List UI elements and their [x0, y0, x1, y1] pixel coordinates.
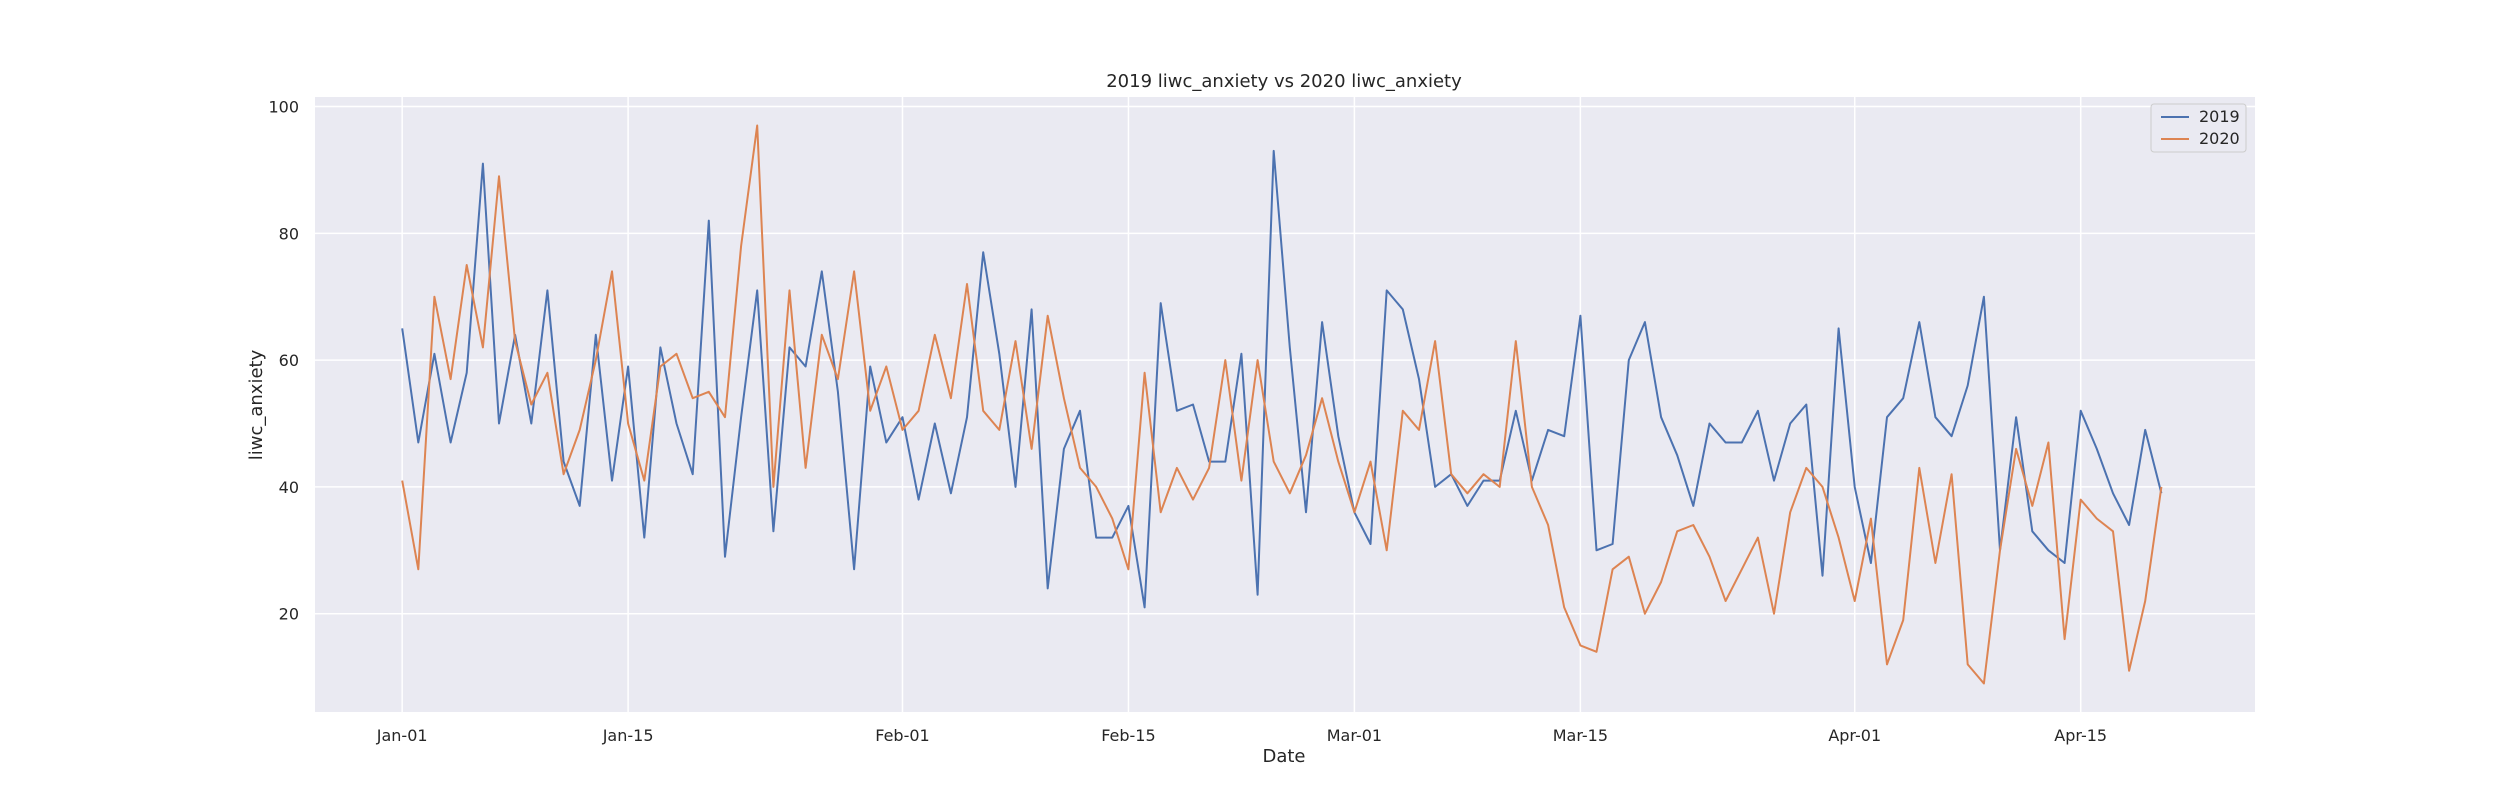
y-tick-label: 100 — [268, 98, 299, 117]
y-axis-ticks: 20 40 60 80 100 — [268, 98, 299, 624]
series-lines — [401, 124, 2163, 685]
y-tick-label: 80 — [279, 224, 299, 243]
x-tick-label: Mar-15 — [1553, 726, 1608, 745]
x-tick-label: Apr-15 — [2054, 726, 2107, 745]
x-tick-label: Jan-15 — [602, 726, 654, 745]
y-tick-label: 60 — [279, 351, 299, 370]
legend-label-2020[interactable]: 2020 — [2199, 129, 2240, 148]
y-tick-label: 20 — [279, 605, 299, 624]
x-tick-label: Jan-01 — [376, 726, 428, 745]
y-tick-label: 40 — [279, 478, 299, 497]
y-axis-label: liwc_anxiety — [246, 349, 267, 460]
legend-label-2019[interactable]: 2019 — [2199, 107, 2240, 126]
grid-lines — [315, 97, 2255, 712]
x-tick-label: Feb-01 — [875, 726, 929, 745]
chart-title: 2019 liwc_anxiety vs 2020 liwc_anxiety — [1106, 71, 1462, 92]
series-line-2019 — [401, 149, 2163, 609]
legend[interactable]: 2019 2020 — [2150, 103, 2247, 153]
plot-area — [315, 97, 2255, 712]
x-axis-ticks: Jan-01 Jan-15 Feb-01 Feb-15 Mar-01 Mar-15 Apr-… — [376, 726, 2107, 745]
x-axis-label: Date — [1262, 746, 1305, 767]
x-tick-label: Feb-15 — [1101, 726, 1155, 745]
series-line-2020 — [401, 124, 2163, 685]
x-tick-label: Mar-01 — [1327, 726, 1382, 745]
x-tick-label: Apr-01 — [1828, 726, 1881, 745]
